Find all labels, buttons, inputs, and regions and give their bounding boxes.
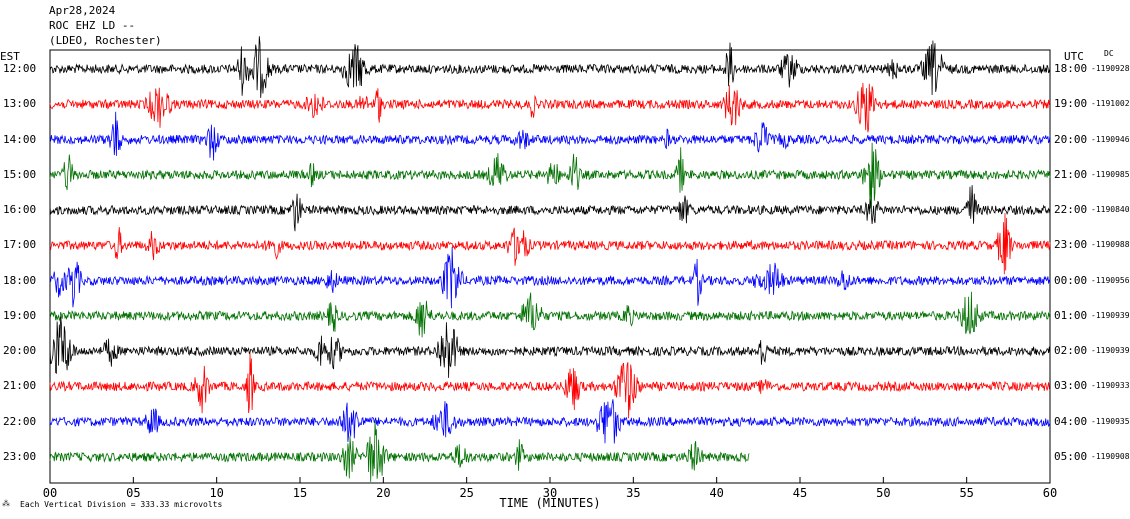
dc-offset-label: -1190935 [1091, 416, 1130, 426]
dc-offset-label: -1190985 [1091, 169, 1130, 179]
footer-note: Each Vertical Division = 333.33 microvol… [20, 500, 223, 509]
trace-line [49, 82, 1051, 133]
x-tick-label: 20 [376, 486, 390, 500]
dc-label: DC [1104, 49, 1114, 58]
x-tick-label: 30 [543, 486, 557, 500]
est-time-label: 14:00 [3, 132, 37, 146]
x-tick-label: 05 [126, 486, 140, 500]
trace-line [49, 352, 1051, 419]
x-tick-label: 35 [626, 486, 640, 500]
x-tick-label: 50 [876, 486, 890, 500]
trace-line [49, 247, 1051, 309]
x-tick-label: 00 [43, 486, 57, 500]
x-tick-label: 40 [709, 486, 723, 500]
x-tick-label: 60 [1043, 486, 1057, 500]
est-time-label: 13:00 [3, 97, 37, 111]
trace-line [49, 111, 1051, 161]
trace-line [49, 213, 1051, 275]
right-axis-title: UTC [1064, 50, 1084, 63]
header-date: Apr28,2024 [49, 4, 116, 17]
header-station: ROC EHZ LD -- [49, 19, 136, 32]
utc-time-label: 05:00 [1054, 449, 1088, 463]
footer-mark: ⁂ [2, 499, 10, 508]
est-time-label: 19:00 [3, 308, 37, 322]
trace-line [49, 399, 1051, 444]
trace-line [49, 316, 1051, 378]
dc-offset-label: -1190908 [1091, 451, 1130, 461]
est-time-label: 20:00 [3, 344, 37, 358]
est-time-label: 12:00 [3, 62, 37, 75]
x-axis-label: TIME (MINUTES) [499, 496, 600, 510]
utc-time-label: 19:00 [1054, 97, 1088, 111]
utc-time-label: 03:00 [1054, 379, 1088, 393]
est-time-label: 17:00 [3, 238, 37, 252]
utc-time-label: 22:00 [1054, 203, 1088, 217]
dc-offset-label: -1190939 [1091, 346, 1130, 356]
est-time-label: 22:00 [3, 414, 37, 428]
x-axis-ticks: 00 05 10 15 20 25 30 35 40 45 50 55 60 [43, 477, 1057, 500]
est-time-label: 18:00 [3, 273, 37, 287]
dc-offset-label: -1190946 [1091, 134, 1130, 144]
x-tick-label: 55 [959, 486, 973, 500]
est-time-label: 15:00 [3, 167, 37, 181]
trace-line [49, 185, 1051, 232]
dc-offset-label: -1190840 [1091, 205, 1130, 215]
trace-line [49, 421, 750, 482]
x-tick-label: 10 [209, 486, 223, 500]
utc-time-label: 04:00 [1054, 414, 1088, 428]
dc-offset-label: -1190956 [1091, 275, 1130, 285]
utc-time-label: 18:00 [1054, 62, 1088, 75]
x-tick-label: 25 [459, 486, 473, 500]
dc-offset-label: -1191002 [1091, 99, 1130, 109]
est-time-label: 23:00 [3, 449, 37, 463]
utc-time-label: 00:00 [1054, 273, 1088, 287]
x-tick-label: 15 [293, 486, 307, 500]
utc-time-label: 23:00 [1054, 238, 1088, 252]
trace-line [49, 36, 1051, 98]
trace-line [49, 142, 1051, 213]
dc-offset-label: -1190933 [1091, 381, 1130, 391]
est-time-label: 21:00 [3, 379, 37, 393]
traces [49, 36, 1051, 482]
utc-time-label: 21:00 [1054, 167, 1088, 181]
left-axis-title: EST [0, 50, 20, 63]
trace-line [49, 291, 1051, 338]
dc-offset-label: -1190988 [1091, 240, 1130, 250]
utc-time-label: 02:00 [1054, 344, 1088, 358]
est-time-label: 16:00 [3, 203, 37, 217]
utc-time-label: 01:00 [1054, 308, 1088, 322]
dc-offset-label: -1190939 [1091, 310, 1130, 320]
x-tick-label: 45 [793, 486, 807, 500]
plot-frame [49, 49, 1051, 484]
utc-time-label: 20:00 [1054, 132, 1088, 146]
dc-offset-label: -1190928 [1091, 64, 1130, 73]
header-network: (LDEO, Rochester) [49, 34, 162, 47]
